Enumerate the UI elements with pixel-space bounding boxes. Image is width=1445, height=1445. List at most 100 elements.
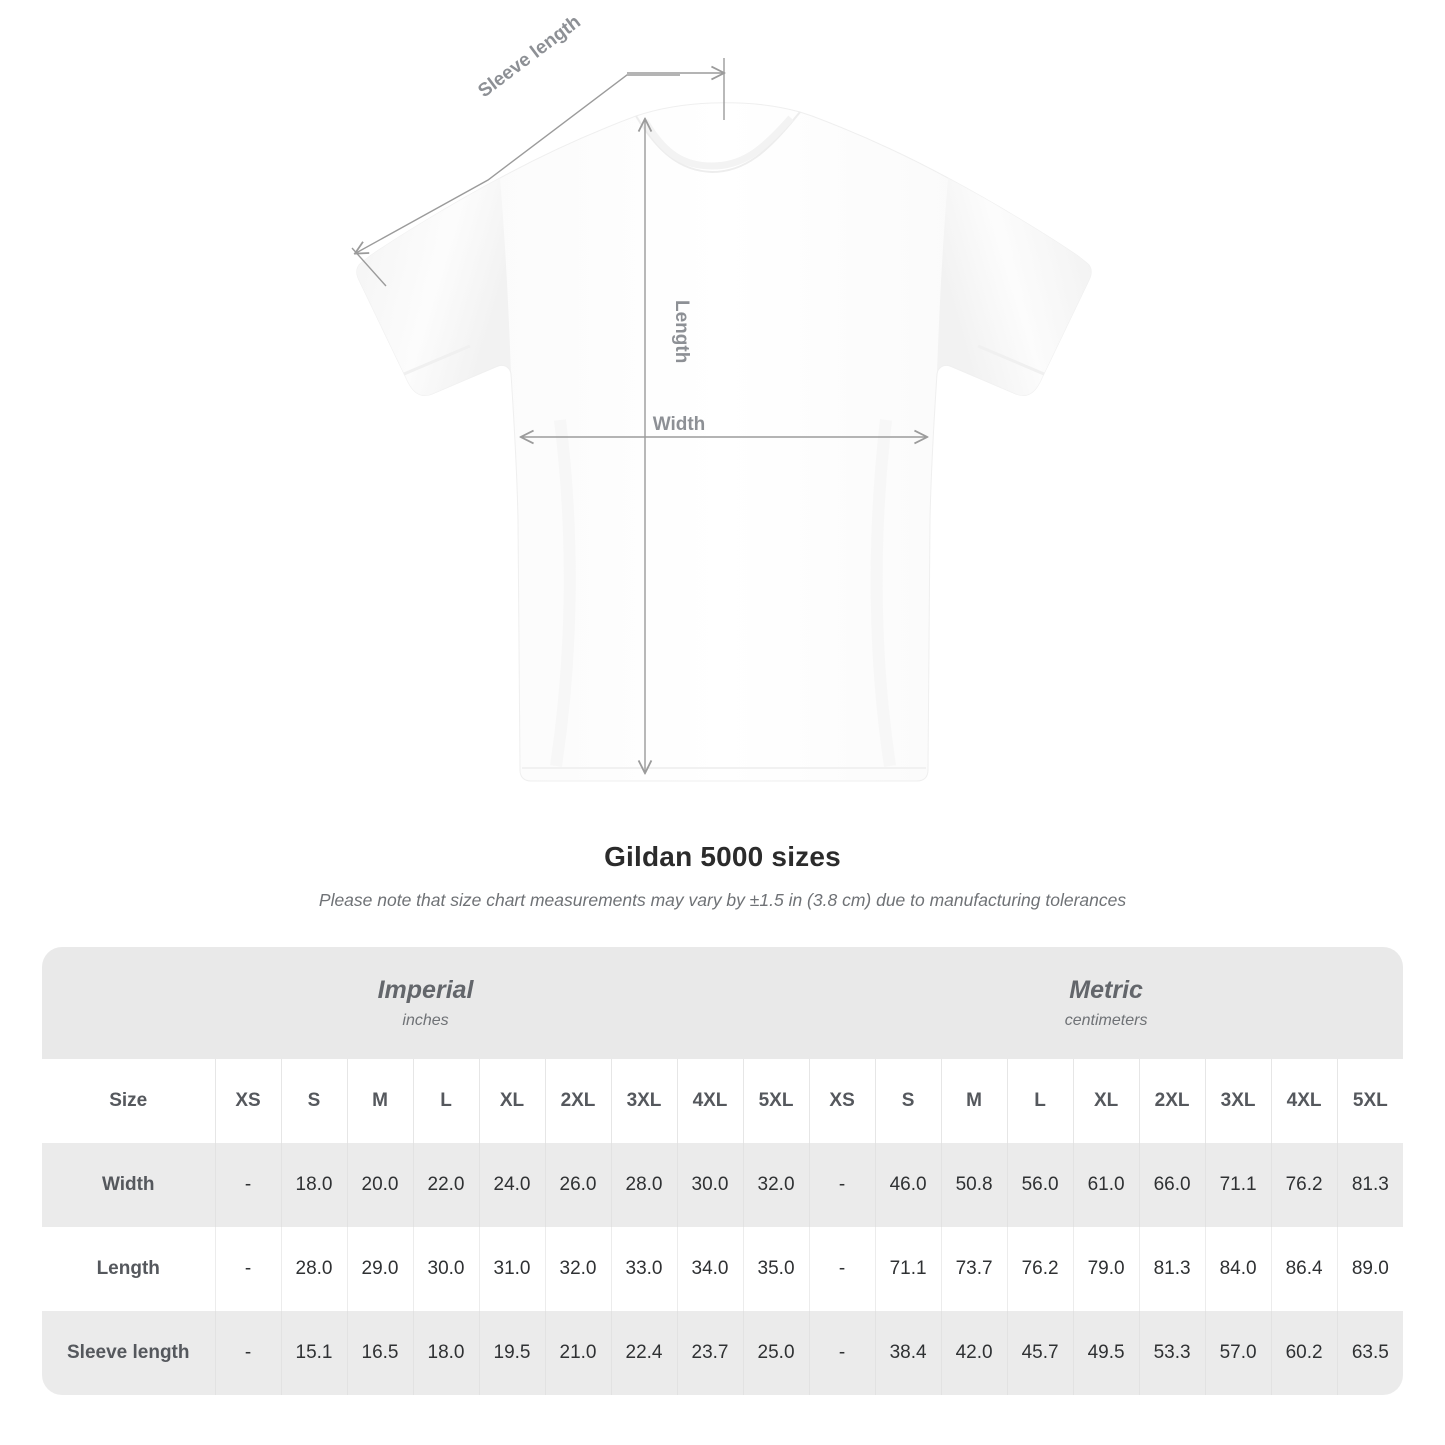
unit-group-imperial: Imperial inches [42,947,810,1059]
size-header-cell: XL [479,1059,546,1143]
size-header-cell: 4XL [677,1059,744,1143]
left-sleeve-shade [356,178,511,396]
measurement-cell: 18.0 [413,1311,480,1395]
measurement-cell: 25.0 [743,1311,810,1395]
collar-inner [641,115,794,170]
measurement-cell: - [809,1311,876,1395]
measurement-cell: 45.7 [1007,1311,1074,1395]
chart-heading: Gildan 5000 sizes Please note that size … [0,840,1445,911]
measurement-cell: 79.0 [1073,1227,1140,1311]
measurement-cell: 56.0 [1007,1143,1074,1227]
measurement-cell: 19.5 [479,1311,546,1395]
measurement-cell: 35.0 [743,1227,810,1311]
size-header-cell: 5XL [743,1059,810,1143]
size-header-cell: L [1007,1059,1074,1143]
measurement-cell: 26.0 [545,1143,612,1227]
size-header-cell: M [347,1059,414,1143]
unit-group-unit: centimeters [1064,1012,1148,1030]
measurement-cell: 61.0 [1073,1143,1140,1227]
right-sleeve-shade [937,178,1092,396]
measurement-cell: - [809,1227,876,1311]
size-header-cell: 2XL [545,1059,612,1143]
sleeve-length-arrow [356,74,680,253]
measurement-cell: 49.5 [1073,1311,1140,1395]
size-header-cell: 5XL [1337,1059,1404,1143]
measurement-cell: 30.0 [413,1227,480,1311]
measurement-annotations [351,58,926,772]
size-header-cell: 4XL [1271,1059,1338,1143]
width-label: Width [653,414,706,435]
unit-group-metric: Metric centimeters [809,947,1404,1059]
measurement-cell: 18.0 [281,1143,348,1227]
measurement-cell: 32.0 [743,1143,810,1227]
measurement-cell: 29.0 [347,1227,414,1311]
size-header-cell: 3XL [1205,1059,1272,1143]
unit-banner-row: Imperial inches Metric centimeters [42,947,1404,1059]
measurement-cell: 34.0 [677,1227,744,1311]
measurement-cell: 20.0 [347,1143,414,1227]
measurement-cell: 57.0 [1205,1311,1272,1395]
table-row: Sleeve length -15.1 16.5 18.0 19.5 21.0 22.4 23… [42,1311,1404,1395]
size-header-cell: XS [809,1059,876,1143]
measurement-cell: 53.3 [1139,1311,1206,1395]
measurement-cell: 23.7 [677,1311,744,1395]
measurement-cell: 32.0 [545,1227,612,1311]
measurement-cell: 60.2 [1271,1311,1338,1395]
measurement-cell: 15.1 [281,1311,348,1395]
measurement-cell: 66.0 [1139,1143,1206,1227]
measurement-cell: 50.8 [941,1143,1008,1227]
measurement-cell: 21.0 [545,1311,612,1395]
row-label: Sleeve length [42,1311,216,1395]
measurement-cell: 24.0 [479,1143,546,1227]
measurement-cell: - [215,1143,282,1227]
length-label: Length [671,300,692,363]
collar-outer [635,111,801,174]
tshirt-shape [356,102,1092,782]
measurement-cell: 84.0 [1205,1227,1272,1311]
measurement-cell: 71.1 [1205,1143,1272,1227]
measurement-cell: 33.0 [611,1227,678,1311]
unit-group-name: Imperial [377,975,474,1004]
tolerance-note: Please note that size chart measurements… [318,889,1127,910]
sleeve-length-label: Sleeve length [474,11,584,101]
size-header-cell: S [875,1059,942,1143]
measurement-cell: 22.0 [413,1143,480,1227]
measurement-cell: 22.4 [611,1311,678,1395]
measurement-cell: 63.5 [1337,1311,1404,1395]
size-chart-table-wrap: Imperial inches Metric centimeters Size XS S M L… [42,947,1404,1395]
measurement-cell: 30.0 [677,1143,744,1227]
size-header-cell: S [281,1059,348,1143]
size-header-label: Size [42,1059,216,1143]
unit-group-name: Metric [1069,975,1143,1004]
measurement-cell: 28.0 [611,1143,678,1227]
left-sleeve-hem [403,344,471,376]
size-header-row: Size XS S M L XL 2XL 3XL 4XL 5XL XS S M L XL 2XL 3XL 4XL 5… [42,1059,1404,1143]
size-header-cell: 2XL [1139,1059,1206,1143]
measurement-cell: 28.0 [281,1227,348,1311]
size-header-cell: L [413,1059,480,1143]
measurement-cell: 46.0 [875,1143,942,1227]
measurement-cell: 81.3 [1337,1143,1404,1227]
measurement-cell: 76.2 [1271,1143,1338,1227]
size-header-cell: XS [215,1059,282,1143]
size-header-cell: 3XL [611,1059,678,1143]
measurement-cell: - [809,1143,876,1227]
measurement-cell: 73.7 [941,1227,1008,1311]
measurement-cell: 86.4 [1271,1227,1338,1311]
right-sleeve-hem [977,344,1045,376]
size-header-cell: XL [1073,1059,1140,1143]
measurement-cell: 42.0 [941,1311,1008,1395]
measurement-cell: - [215,1311,282,1395]
measurement-cell: 76.2 [1007,1227,1074,1311]
measurement-cell: 71.1 [875,1227,942,1311]
tshirt-illustration: Sleeve length Length Width [351,11,1092,782]
table-row: Length -28.0 29.0 30.0 31.0 32.0 33.0 34.0 35.0-… [42,1227,1404,1311]
measurement-cell: 38.4 [875,1311,942,1395]
fold-shadow-right [870,419,896,767]
measurement-cell: 31.0 [479,1227,546,1311]
unit-group-unit: inches [402,1012,449,1030]
row-label: Width [42,1143,216,1227]
row-label: Length [42,1227,216,1311]
measurement-cell: 81.3 [1139,1227,1206,1311]
sleeve-length-tick-end [351,247,387,287]
